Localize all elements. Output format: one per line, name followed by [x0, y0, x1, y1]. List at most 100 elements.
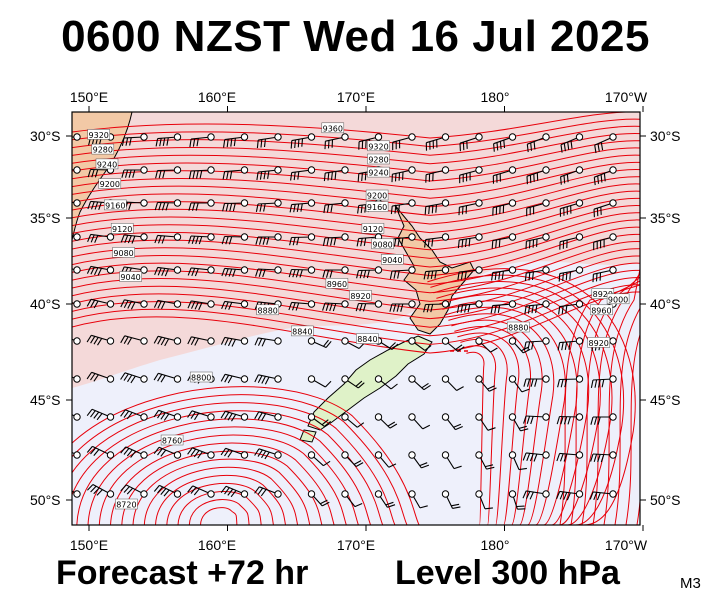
contour-label-5: 9160	[365, 201, 389, 212]
wind-barb-56	[221, 233, 249, 245]
contour-label-21: 9200	[98, 178, 122, 189]
wind-barb-172	[120, 484, 148, 498]
contour-label-10: 8920	[349, 290, 372, 301]
wind-barb-82	[524, 266, 550, 282]
contour-line-10	[72, 183, 640, 225]
wind-barb-77	[356, 266, 383, 279]
contour-line-31	[143, 466, 299, 525]
contour-line-55	[427, 268, 636, 525]
wind-barb-87	[120, 299, 148, 310]
contour-line-19	[72, 248, 640, 302]
wind-barb-18	[87, 166, 115, 178]
wind-barb-83	[558, 266, 584, 282]
contour-line-62	[625, 261, 640, 525]
contour-label-3: 9240	[367, 166, 390, 178]
svg-text:9080: 9080	[113, 249, 133, 258]
wind-barb-108	[254, 337, 282, 347]
wind-barb-143	[307, 413, 332, 427]
wind-barb-136	[72, 413, 81, 421]
wind-barb-105	[153, 335, 182, 347]
wind-barb-114	[475, 337, 498, 353]
svg-text:9160: 9160	[105, 201, 125, 210]
contour-line-44	[460, 338, 508, 525]
lat-label-left-35s: 35°S	[30, 210, 61, 226]
svg-text:9200: 9200	[100, 180, 120, 189]
wind-barb-28	[425, 166, 450, 183]
wind-barb-126	[307, 375, 332, 388]
wind-barb-53	[120, 233, 148, 244]
wind-barb-67	[593, 233, 617, 251]
svg-text:8840: 8840	[357, 335, 377, 344]
wind-barb-180	[408, 490, 428, 509]
svg-text:9040: 9040	[120, 273, 140, 282]
wind-barb-97	[456, 300, 483, 314]
wind-barb-49	[559, 199, 584, 217]
wind-barb-184	[522, 490, 550, 500]
contour-label-19: 9040	[119, 271, 142, 282]
contour-label-16: 8720	[115, 498, 138, 510]
wind-barb-179	[374, 490, 396, 508]
svg-text:8760: 8760	[162, 437, 182, 446]
lat-label-right-50s: 50°S	[650, 492, 681, 508]
svg-text:8880: 8880	[258, 306, 278, 315]
wind-barb-163	[408, 451, 430, 469]
contour-label-6: 9120	[361, 223, 385, 234]
svg-text:9200: 9200	[367, 192, 387, 201]
wind-barb-13	[493, 133, 517, 152]
wind-barb-24	[290, 166, 316, 181]
wind-barb-139	[153, 409, 182, 421]
contour-line-38	[72, 410, 384, 525]
wind-barb-178	[341, 490, 363, 508]
wind-barb-173	[153, 484, 182, 498]
wind-barb-78	[389, 266, 416, 280]
contour-line-9	[72, 176, 640, 216]
wind-barb-102	[72, 337, 81, 345]
wind-barb-7	[290, 133, 316, 149]
wind-barb-161	[341, 451, 364, 467]
lon-label-bottom-170e: 170°E	[336, 537, 376, 553]
wind-barb-41	[289, 199, 316, 213]
contour-label-20: 9160	[104, 199, 127, 210]
wind-barb-0	[72, 133, 81, 141]
map-code: M3	[680, 575, 701, 592]
wind-barb-81	[491, 266, 517, 281]
wind-barb-182	[475, 490, 493, 510]
wind-barb-11	[425, 133, 450, 151]
wind-barb-5	[223, 133, 249, 148]
contour-label-1: 9320	[367, 140, 390, 151]
svg-text:8920: 8920	[350, 292, 370, 301]
contour-line-60	[603, 268, 640, 525]
map-frame	[71, 111, 641, 526]
wind-barb-177	[307, 490, 330, 507]
wind-barb-141	[220, 410, 249, 422]
wind-barb-109	[307, 337, 332, 349]
wind-barb-92	[288, 300, 316, 311]
wind-barb-121	[120, 372, 148, 384]
wind-barb-125	[254, 374, 282, 385]
contour-line-29	[166, 482, 274, 525]
contour-label-7: 9080	[371, 238, 394, 249]
wind-barb-154	[86, 445, 115, 459]
lat-label-right-35s: 35°S	[650, 210, 681, 226]
forecast-label: Forecast +72 hr	[56, 554, 309, 592]
contour-line-1	[72, 118, 640, 148]
wind-barb-45	[424, 199, 450, 215]
contour-line-6	[72, 154, 640, 191]
wind-barb-63	[457, 233, 483, 249]
contour-label-17: 9120	[110, 223, 134, 234]
contour-line-43	[463, 345, 497, 525]
wind-barb-88	[153, 299, 182, 310]
wind-barb-57	[255, 233, 282, 245]
contour-label-25: 8880	[507, 321, 530, 333]
contour-label-13: 8840	[356, 333, 379, 344]
wind-barb-138	[120, 409, 148, 421]
wind-barb-115	[508, 337, 531, 354]
level-label: Level 300 hPa	[395, 554, 620, 592]
wind-barb-176	[254, 486, 282, 498]
contour-label-9: 8960	[325, 278, 349, 289]
wind-barb-132	[508, 375, 530, 393]
wind-barb-16	[594, 133, 617, 154]
contour-label-2: 9280	[367, 153, 390, 165]
wind-barb-72	[187, 266, 215, 277]
